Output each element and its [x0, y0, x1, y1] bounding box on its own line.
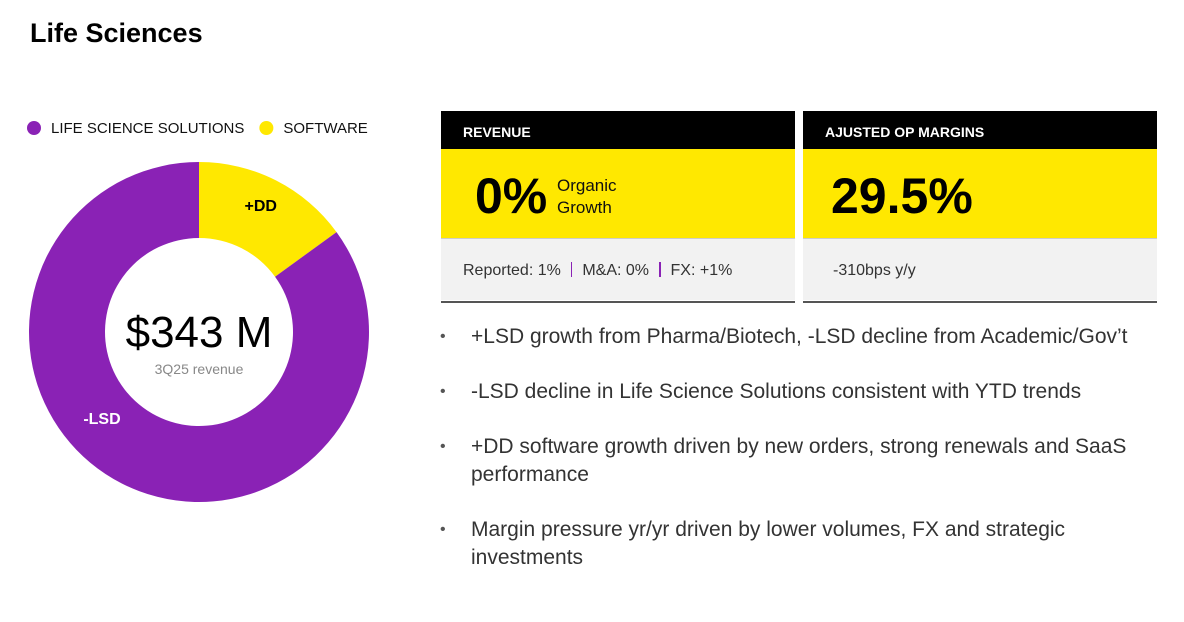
donut-segment [29, 162, 369, 503]
bullet: -LSD decline in Life Science Solutions c… [440, 378, 1140, 406]
bullet: Margin pressure yr/yr driven by lower vo… [440, 516, 1140, 572]
margin-card: AJUSTED OP MARGINS 29.5% -310bps y/y [803, 111, 1157, 303]
separator [659, 262, 661, 277]
bullet-list: +LSD growth from Pharma/Biotech, -LSD de… [440, 323, 1140, 599]
segment-label: +DD [245, 198, 277, 215]
footer-item: M&A: 0% [582, 262, 650, 279]
card-footer: Reported: 1% M&A: 0% FX: +1% [441, 238, 795, 300]
donut-segment [199, 162, 337, 277]
card-footer: -310bps y/y [803, 238, 1157, 300]
legend-swatch [27, 121, 41, 135]
revenue-card: REVENUE 0% Organic Growth Reported: 1% M&A… [441, 111, 795, 303]
note-line: Organic [557, 176, 617, 195]
legend-swatch [259, 121, 274, 135]
note-line: Growth [557, 198, 612, 217]
separator [570, 262, 573, 277]
donut-chart: LIFE SCIENCE SOLUTIONS SOFTWARE +DD -LSD $34… [27, 120, 369, 503]
card-highlight: 0% Organic Growth [441, 149, 795, 238]
card-header: AJUSTED OP MARGINS [803, 111, 1157, 149]
footer-item: -310bps y/y [833, 262, 916, 279]
center-value: $343 M [126, 308, 273, 357]
footer-item: Reported: 1% [463, 262, 561, 279]
card-highlight: 29.5% [803, 149, 1157, 238]
bullet: +DD software growth driven by new orders… [440, 433, 1140, 489]
card-value: 0% [475, 168, 548, 224]
footer-item: FX: +1% [670, 262, 733, 279]
bullet: +LSD growth from Pharma/Biotech, -LSD de… [440, 323, 1140, 351]
card-header: REVENUE [441, 111, 795, 149]
center-label: 3Q25 revenue [155, 361, 244, 377]
card-note: Organic Growth [557, 175, 617, 219]
slide-title: Life Sciences [30, 18, 203, 48]
legend-label: SOFTWARE [283, 120, 367, 137]
segment-label: -LSD [83, 411, 120, 428]
legend-label: LIFE SCIENCE SOLUTIONS [51, 120, 244, 137]
card-value: 29.5% [831, 168, 973, 224]
